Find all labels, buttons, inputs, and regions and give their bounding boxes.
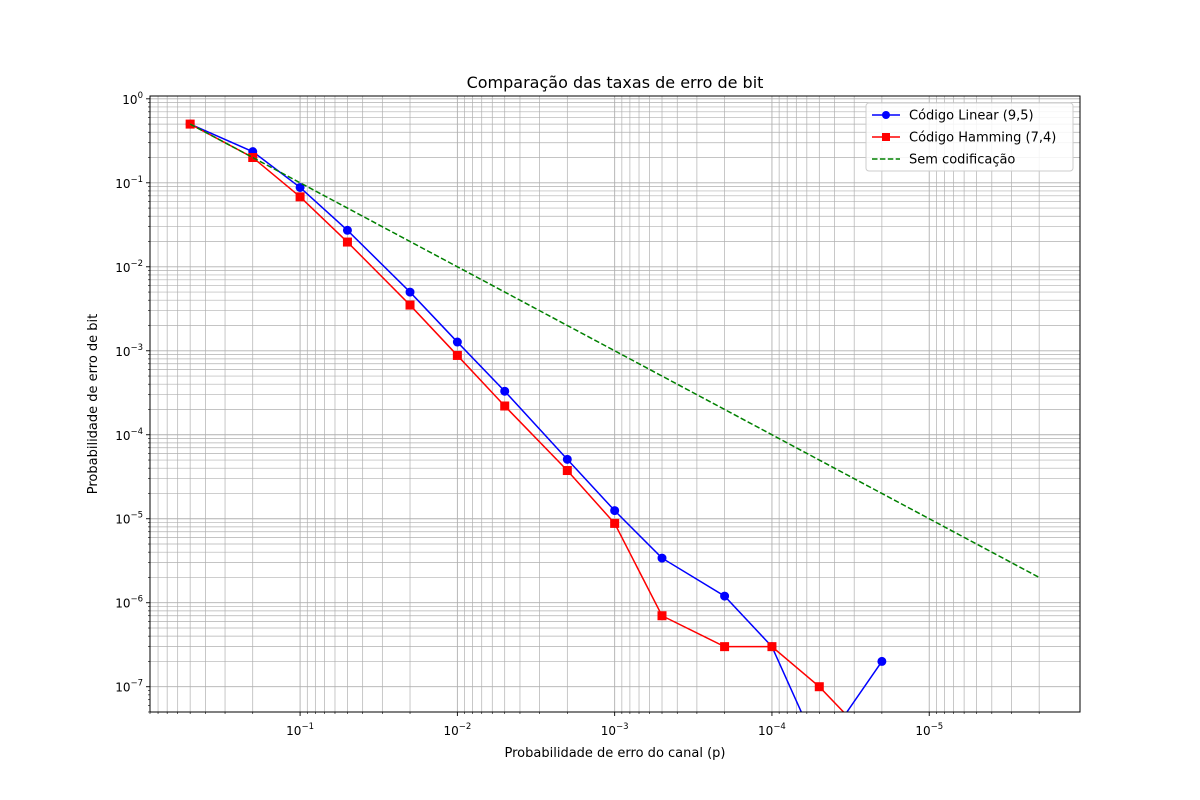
y-tick-label: 10−6 [115, 595, 143, 611]
y-tick-label: 100 [122, 91, 143, 107]
data-point [295, 182, 305, 192]
x-tick-label: 10−1 [286, 722, 314, 738]
data-point [720, 642, 730, 652]
data-point [610, 518, 620, 528]
data-point [610, 506, 620, 516]
chart-title: Comparação das taxas de erro de bit [467, 73, 764, 92]
legend: Código Linear (9,5) Código Hamming (7,4) S… [865, 102, 1074, 172]
x-tick-label: 10−3 [601, 722, 629, 738]
data-point [767, 642, 777, 652]
series-line [189, 123, 845, 712]
legend-label-1: Código Linear (9,5) [909, 109, 1034, 124]
plot-area [185, 119, 1040, 712]
data-point [500, 401, 510, 411]
y-tick-label: 10−4 [115, 427, 143, 443]
data-point [657, 611, 667, 621]
data-point [877, 656, 887, 666]
data-point [405, 300, 415, 310]
legend-label-3: Sem codificação [909, 153, 1015, 168]
legend-label-2: Código Hamming (7,4) [909, 131, 1056, 146]
y-axis-label: Probabilidade de erro de bit [86, 314, 101, 495]
axis-ticks: 10−1 10−2 10−3 10−4 10−5 100 10−1 10−2 10−3 10−4 1… [115, 91, 1040, 738]
plot-series [185, 119, 1040, 712]
data-point [342, 237, 352, 247]
data-point [452, 337, 462, 347]
x-tick-label: 10−4 [758, 722, 786, 738]
y-tick-label: 10−1 [115, 175, 143, 191]
y-tick-label: 10−3 [115, 343, 143, 359]
y-tick-label: 10−2 [115, 259, 143, 275]
series-3 [189, 123, 1040, 579]
x-tick-label: 10−5 [915, 722, 943, 738]
series-2 [185, 119, 845, 712]
data-point [500, 386, 510, 396]
x-tick-label: 10−2 [443, 722, 471, 738]
data-point [342, 225, 352, 235]
data-point [562, 466, 572, 476]
y-tick-label: 10−7 [115, 679, 143, 695]
data-point [720, 591, 730, 601]
y-tick-label: 10−5 [115, 511, 143, 527]
data-point [248, 153, 258, 163]
data-point [452, 350, 462, 360]
series-line [189, 123, 883, 712]
legend-marker-2 [882, 133, 890, 141]
data-point [405, 287, 415, 297]
legend-box [865, 102, 1074, 172]
data-point [562, 454, 572, 464]
data-point [814, 682, 824, 692]
legend-marker-1 [882, 111, 890, 119]
data-point [657, 553, 667, 563]
series-line [189, 123, 1040, 579]
x-axis-label: Probabilidade de erro do canal (p) [505, 746, 726, 761]
data-point [295, 192, 305, 202]
